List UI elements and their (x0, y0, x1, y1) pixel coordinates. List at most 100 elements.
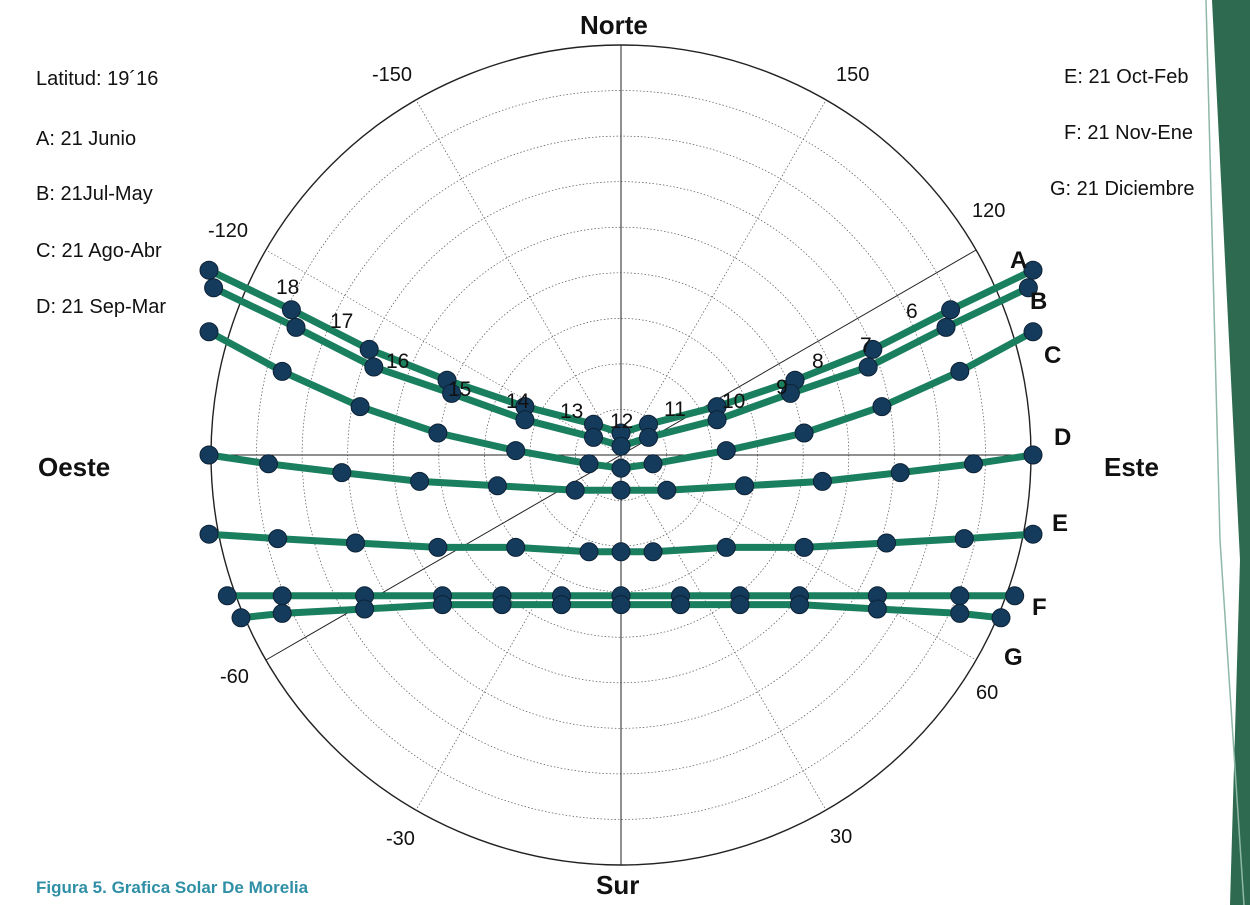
hour-marker-F-7 (950, 586, 970, 606)
curve-label-F: F (1032, 594, 1047, 621)
hour-marker-G-16 (355, 599, 375, 619)
legend-entry: B: 21Jul-May (36, 183, 153, 205)
hour-marker-A-6 (1023, 260, 1043, 280)
hour-marker-D-14 (487, 476, 507, 496)
angle-label: 30 (830, 826, 853, 848)
legend-entry: G: 21 Diciembre (1050, 178, 1195, 200)
legend-entry: D: 21 Sep-Mar (36, 296, 167, 318)
hour-marker-D-6 (1023, 445, 1043, 465)
hour-marker-G-7 (950, 603, 970, 623)
hour-marker-E-15 (428, 537, 448, 557)
hour-label: 12 (610, 410, 634, 433)
hour-marker-C-14 (506, 441, 526, 461)
hour-marker-C-6 (1023, 322, 1043, 342)
hour-marker-E-14 (506, 537, 526, 557)
angle-label: 60 (976, 682, 999, 704)
hour-marker-E-17 (268, 529, 288, 549)
angle-label: -30 (386, 828, 415, 850)
curve-label-G: G (1004, 644, 1023, 671)
curve-label-B: B (1030, 288, 1048, 315)
hour-marker-D-15 (410, 471, 430, 491)
hour-marker-D-13 (565, 480, 585, 500)
angle-label: 120 (972, 200, 1006, 222)
legend-entry: F: 21 Nov-Ene (1064, 122, 1193, 144)
hour-marker-B-8 (858, 357, 878, 377)
hour-marker-G-15 (433, 595, 452, 615)
hour-marker-E-11 (643, 542, 663, 562)
hour-label: 17 (330, 310, 354, 333)
hour-label: 11 (664, 398, 686, 421)
hour-marker-D-16 (332, 463, 352, 483)
azimuth-line (620, 249, 977, 456)
curve-label-D: D (1054, 424, 1072, 451)
hour-marker-G-17 (272, 603, 292, 623)
hour-marker-B-6 (1018, 278, 1038, 298)
hour-marker-B-11 (639, 427, 658, 447)
hour-marker-G-8 (867, 599, 887, 619)
hour-marker-C-18 (199, 322, 219, 342)
hour-marker-D-12 (611, 480, 631, 500)
hour-marker-E-16 (346, 533, 365, 553)
hour-label: 8 (812, 350, 824, 373)
curve-label-A: A (1010, 247, 1028, 274)
hour-marker-C-17 (272, 361, 292, 381)
hour-marker-E-9 (794, 537, 814, 557)
angle-label: -120 (208, 220, 249, 242)
hour-marker-E-18 (199, 524, 219, 544)
hour-marker-B-12 (611, 436, 631, 456)
angle-label: -60 (220, 666, 249, 688)
east-label: Este (1104, 452, 1159, 482)
hour-marker-G-12 (611, 595, 631, 615)
hour-marker-G-9 (790, 595, 809, 615)
hour-marker-G-6 (991, 608, 1011, 628)
hour-marker-C-16 (350, 397, 370, 417)
hour-marker-F-18 (217, 586, 237, 606)
hour-marker-B-7 (936, 317, 956, 337)
hour-marker-E-10 (716, 537, 736, 557)
hour-label: 13 (560, 400, 584, 423)
hour-marker-G-14 (492, 595, 512, 615)
curve-label-C: C (1044, 342, 1062, 369)
hour-marker-C-15 (428, 423, 448, 443)
north-label: Norte (580, 10, 648, 40)
west-label: Oeste (38, 452, 111, 482)
hour-marker-D-18 (199, 445, 219, 465)
hour-marker-B-16 (364, 357, 384, 377)
hour-marker-D-11 (657, 480, 677, 500)
hour-marker-B-18 (204, 278, 224, 298)
hour-marker-C-11 (643, 454, 663, 474)
hour-label: 16 (386, 350, 410, 373)
hour-marker-B-17 (286, 317, 306, 337)
hour-label: 18 (276, 276, 300, 299)
hour-label: 9 (776, 376, 788, 399)
slide-edge-decoration (1205, 0, 1250, 905)
hour-marker-G-18 (231, 608, 251, 628)
hour-marker-C-8 (872, 397, 892, 417)
hour-markers (199, 260, 1043, 628)
hour-marker-E-12 (611, 542, 631, 562)
hour-marker-G-11 (671, 595, 690, 615)
hour-label: 6 (906, 300, 918, 323)
hour-marker-B-14 (515, 410, 535, 430)
hour-marker-D-17 (259, 454, 278, 474)
hour-marker-D-10 (735, 476, 755, 496)
azimuth-line (265, 249, 622, 456)
latitude-label: Latitud: 19´16 (36, 68, 159, 90)
curve-label-E: E (1052, 510, 1069, 537)
legend-entry: A: 21 Junio (36, 128, 137, 150)
hour-label: 7 (860, 334, 872, 357)
hour-marker-G-13 (552, 595, 571, 615)
hour-marker-G-10 (730, 595, 750, 615)
hour-label: 10 (722, 390, 746, 413)
hour-marker-A-18 (199, 260, 219, 280)
hour-marker-C-7 (950, 361, 970, 381)
angle-label: -150 (372, 64, 413, 86)
hour-marker-D-7 (964, 454, 983, 474)
hour-marker-A-17 (281, 300, 301, 320)
hour-marker-E-8 (877, 533, 896, 553)
figure-caption: Figura 5. Grafica Solar De Morelia (36, 878, 309, 897)
hour-marker-C-10 (716, 441, 736, 461)
legend-entry: C: 21 Ago-Abr (36, 240, 162, 262)
hour-marker-B-15 (442, 383, 462, 403)
